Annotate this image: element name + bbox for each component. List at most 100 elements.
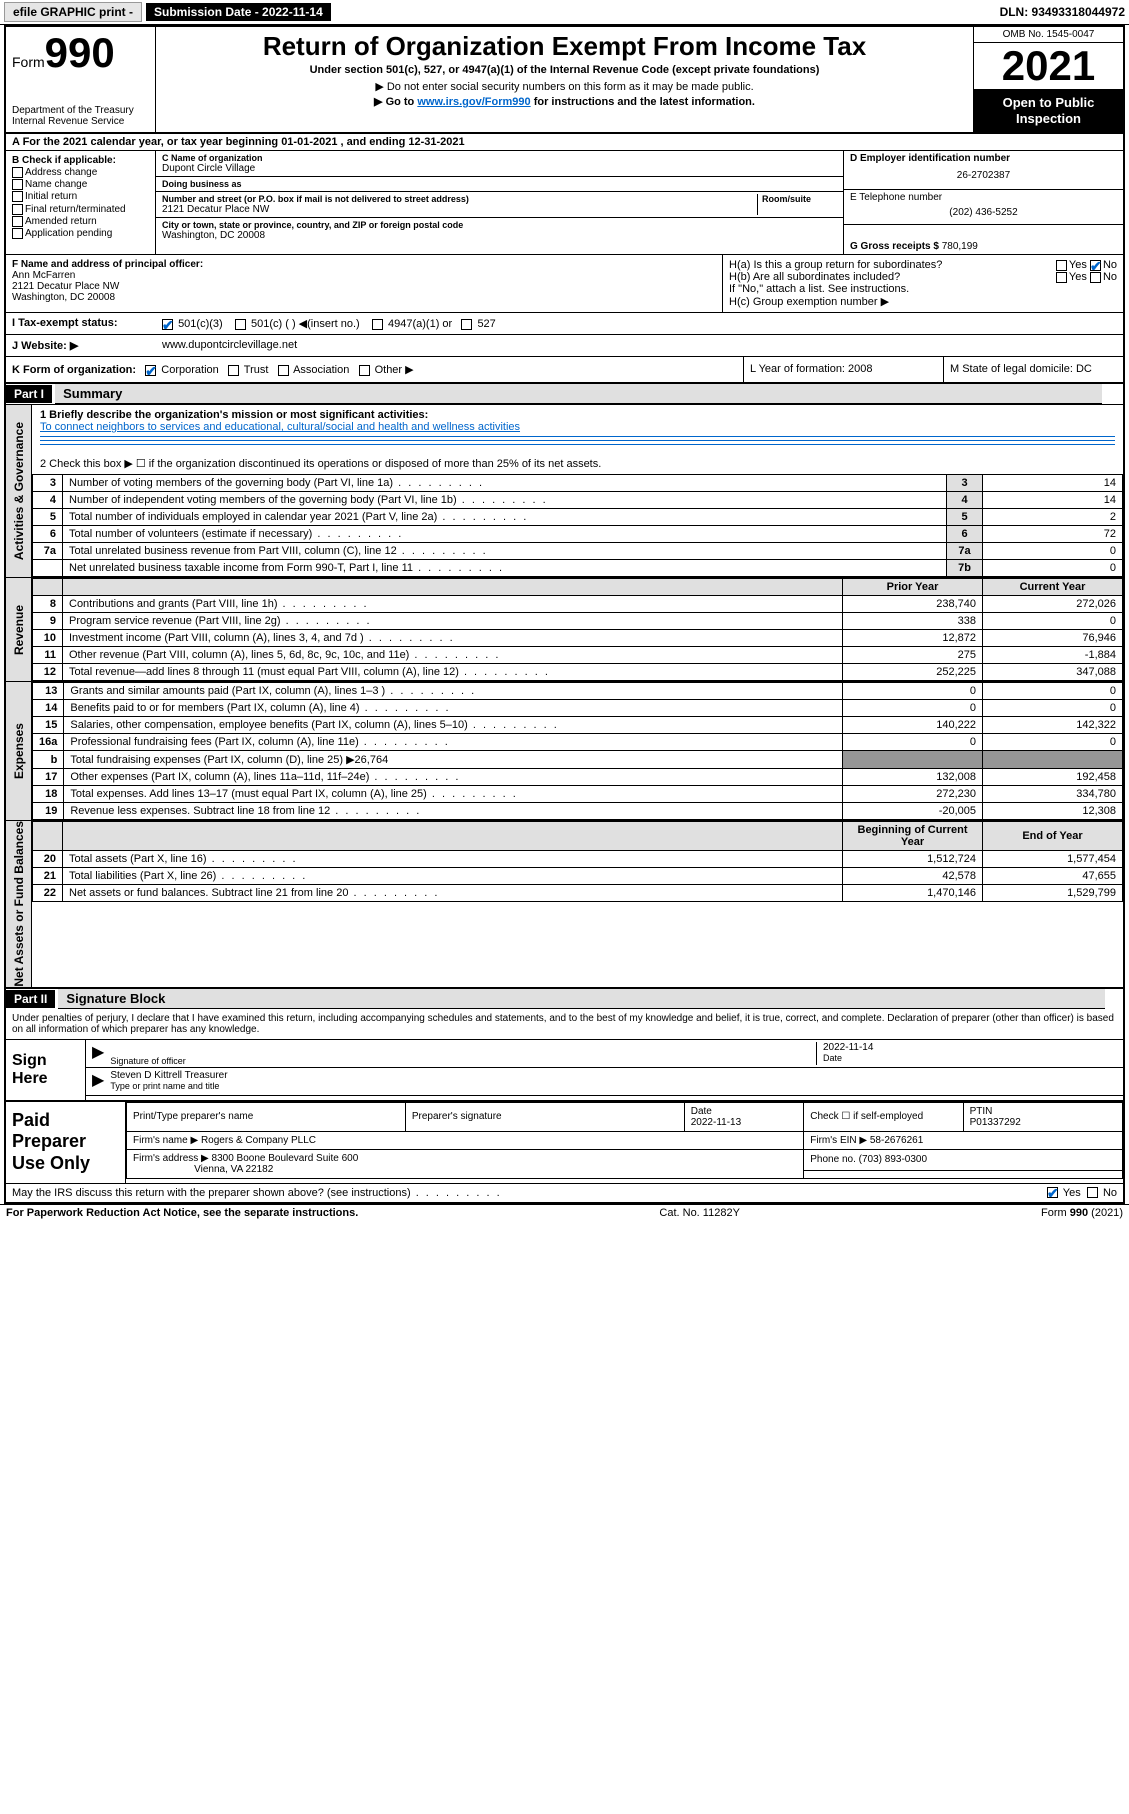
- firm-addr-lbl: Firm's address ▶: [133, 1153, 209, 1164]
- cat-no: Cat. No. 11282Y: [659, 1207, 740, 1219]
- ha-no[interactable]: No: [1103, 259, 1117, 271]
- irs-label: Internal Revenue Service: [12, 116, 149, 127]
- exp-table: 13Grants and similar amounts paid (Part …: [32, 682, 1123, 820]
- header-left: Form990 Department of the Treasury Inter…: [6, 27, 156, 132]
- i-lbl: I Tax-exempt status:: [6, 313, 156, 334]
- hb-yes[interactable]: Yes: [1069, 271, 1087, 283]
- omb-number: OMB No. 1545-0047: [974, 27, 1123, 43]
- gross-value: 780,199: [942, 241, 978, 252]
- firm-ein: 58-2676261: [870, 1135, 923, 1146]
- chk-final-return[interactable]: Final return/terminated: [12, 204, 149, 215]
- open-public-label: Open to Public Inspection: [974, 89, 1123, 132]
- submission-date: Submission Date - 2022-11-14: [146, 3, 331, 21]
- line1-lbl: 1 Briefly describe the organization's mi…: [40, 409, 1115, 421]
- form-ref: Form 990 (2021): [1041, 1207, 1123, 1219]
- discuss-yes: Yes: [1063, 1187, 1081, 1199]
- chk-initial-return[interactable]: Initial return: [12, 191, 149, 202]
- section-bcd: B Check if applicable: Address change Na…: [6, 151, 1123, 255]
- row-k: K Form of organization: Corporation Trus…: [6, 357, 1123, 384]
- vlabel-governance: Activities & Governance: [6, 405, 32, 577]
- room-lbl: Room/suite: [762, 194, 837, 204]
- note2-pre: ▶ Go to: [374, 96, 417, 108]
- chk-501c3[interactable]: [162, 319, 173, 330]
- ein-value: 26-2702387: [850, 164, 1117, 187]
- opt-501c3: 501(c)(3): [178, 318, 223, 330]
- section-f: F Name and address of principal officer:…: [6, 255, 723, 312]
- discuss-yes-chk[interactable]: [1047, 1187, 1058, 1198]
- pra-notice: For Paperwork Reduction Act Notice, see …: [6, 1207, 358, 1219]
- arrow-icon: ▶: [92, 1042, 104, 1065]
- revenue-section: Revenue Prior YearCurrent Year8Contribut…: [6, 577, 1123, 681]
- arrow-icon-2: ▶: [92, 1070, 104, 1093]
- chk-4947[interactable]: [372, 319, 383, 330]
- l-year: L Year of formation: 2008: [743, 357, 943, 382]
- firm-ein-lbl: Firm's EIN ▶: [810, 1135, 867, 1146]
- dept-label: Department of the Treasury: [12, 105, 149, 116]
- vlabel-netassets: Net Assets or Fund Balances: [6, 821, 32, 987]
- m-state: M State of legal domicile: DC: [943, 357, 1123, 382]
- chk-address-change[interactable]: Address change: [12, 167, 149, 178]
- chk-corp[interactable]: [145, 365, 156, 376]
- tax-year: 2021: [974, 43, 1123, 89]
- section-d: D Employer identification number 26-2702…: [843, 151, 1123, 254]
- paid-preparer-label: Paid Preparer Use Only: [6, 1102, 126, 1183]
- chk-trust[interactable]: [228, 365, 239, 376]
- header-mid: Return of Organization Exempt From Incom…: [156, 27, 973, 132]
- chk-527[interactable]: [461, 319, 472, 330]
- top-bar: efile GRAPHIC print - Submission Date - …: [0, 0, 1129, 25]
- prep-c3-lbl: Date: [691, 1106, 712, 1117]
- officer-addr1: 2121 Decatur Place NW: [12, 281, 716, 292]
- prep-c2: Preparer's signature: [405, 1102, 684, 1131]
- ha-yes[interactable]: Yes: [1069, 259, 1087, 271]
- preparer-table: Print/Type preparer's name Preparer's si…: [126, 1102, 1123, 1179]
- chk-assoc[interactable]: [278, 365, 289, 376]
- dln-label: DLN: 93493318044972: [1000, 5, 1125, 19]
- note2-post: for instructions and the latest informat…: [531, 96, 755, 108]
- chk-name-change[interactable]: Name change: [12, 179, 149, 190]
- chk-501c[interactable]: [235, 319, 246, 330]
- form-title: Return of Organization Exempt From Incom…: [164, 31, 965, 62]
- opt-501c: 501(c) ( ) ◀(insert no.): [251, 318, 360, 330]
- governance-section: Activities & Governance 1 Briefly descri…: [6, 404, 1123, 577]
- c-name-lbl: C Name of organization: [162, 153, 837, 163]
- chk-app-pending[interactable]: Application pending: [12, 228, 149, 239]
- b-title: B Check if applicable:: [12, 155, 149, 166]
- section-c: C Name of organization Dupont Circle Vil…: [156, 151, 843, 254]
- phone-lbl: Phone no.: [810, 1154, 856, 1165]
- prep-date: 2022-11-13: [691, 1117, 741, 1128]
- opt-527: 527: [477, 318, 495, 330]
- sig-date: 2022-11-14: [823, 1042, 1117, 1053]
- hb-note: If "No," attach a list. See instructions…: [729, 283, 1117, 295]
- discuss-no-chk[interactable]: [1087, 1187, 1098, 1198]
- hc-lbl: H(c) Group exemption number ▶: [729, 295, 1117, 308]
- line2: 2 Check this box ▶ ☐ if the organization…: [40, 457, 1115, 470]
- discuss-no: No: [1103, 1187, 1117, 1199]
- f-lbl: F Name and address of principal officer:: [12, 259, 716, 270]
- form-container: Form990 Department of the Treasury Inter…: [4, 25, 1125, 1204]
- form-subtitle: Under section 501(c), 527, or 4947(a)(1)…: [164, 64, 965, 76]
- row-fh: F Name and address of principal officer:…: [6, 255, 1123, 313]
- expenses-section: Expenses 13Grants and similar amounts pa…: [6, 681, 1123, 820]
- netassets-section: Net Assets or Fund Balances Beginning of…: [6, 820, 1123, 989]
- chk-other[interactable]: [359, 365, 370, 376]
- prep-c4: Check ☐ if self-employed: [804, 1102, 963, 1131]
- ein-lbl: D Employer identification number: [850, 153, 1117, 164]
- vlabel-expenses: Expenses: [6, 682, 32, 820]
- prep-c1: Print/Type preparer's name: [127, 1102, 406, 1131]
- efile-label: efile GRAPHIC print -: [4, 2, 142, 22]
- ptin-lbl: PTIN: [970, 1106, 993, 1117]
- dba-lbl: Doing business as: [162, 179, 837, 189]
- gov-table: 3Number of voting members of the governi…: [32, 474, 1123, 577]
- mission-text: To connect neighbors to services and edu…: [40, 421, 1115, 433]
- hb-no[interactable]: No: [1103, 271, 1117, 283]
- opt-trust: Trust: [244, 364, 269, 376]
- part1-hdr: Part I: [6, 385, 52, 403]
- note-2: ▶ Go to www.irs.gov/Form990 for instruct…: [164, 95, 965, 108]
- opt-4947: 4947(a)(1) or: [388, 318, 452, 330]
- chk-amended[interactable]: Amended return: [12, 216, 149, 227]
- row-a: A For the 2021 calendar year, or tax yea…: [6, 134, 1123, 151]
- signer-name: Steven D Kittrell Treasurer: [110, 1070, 1117, 1081]
- page-footer: For Paperwork Reduction Act Notice, see …: [0, 1204, 1129, 1221]
- irs-link[interactable]: www.irs.gov/Form990: [417, 96, 530, 108]
- section-h: H(a) Is this a group return for subordin…: [723, 255, 1123, 312]
